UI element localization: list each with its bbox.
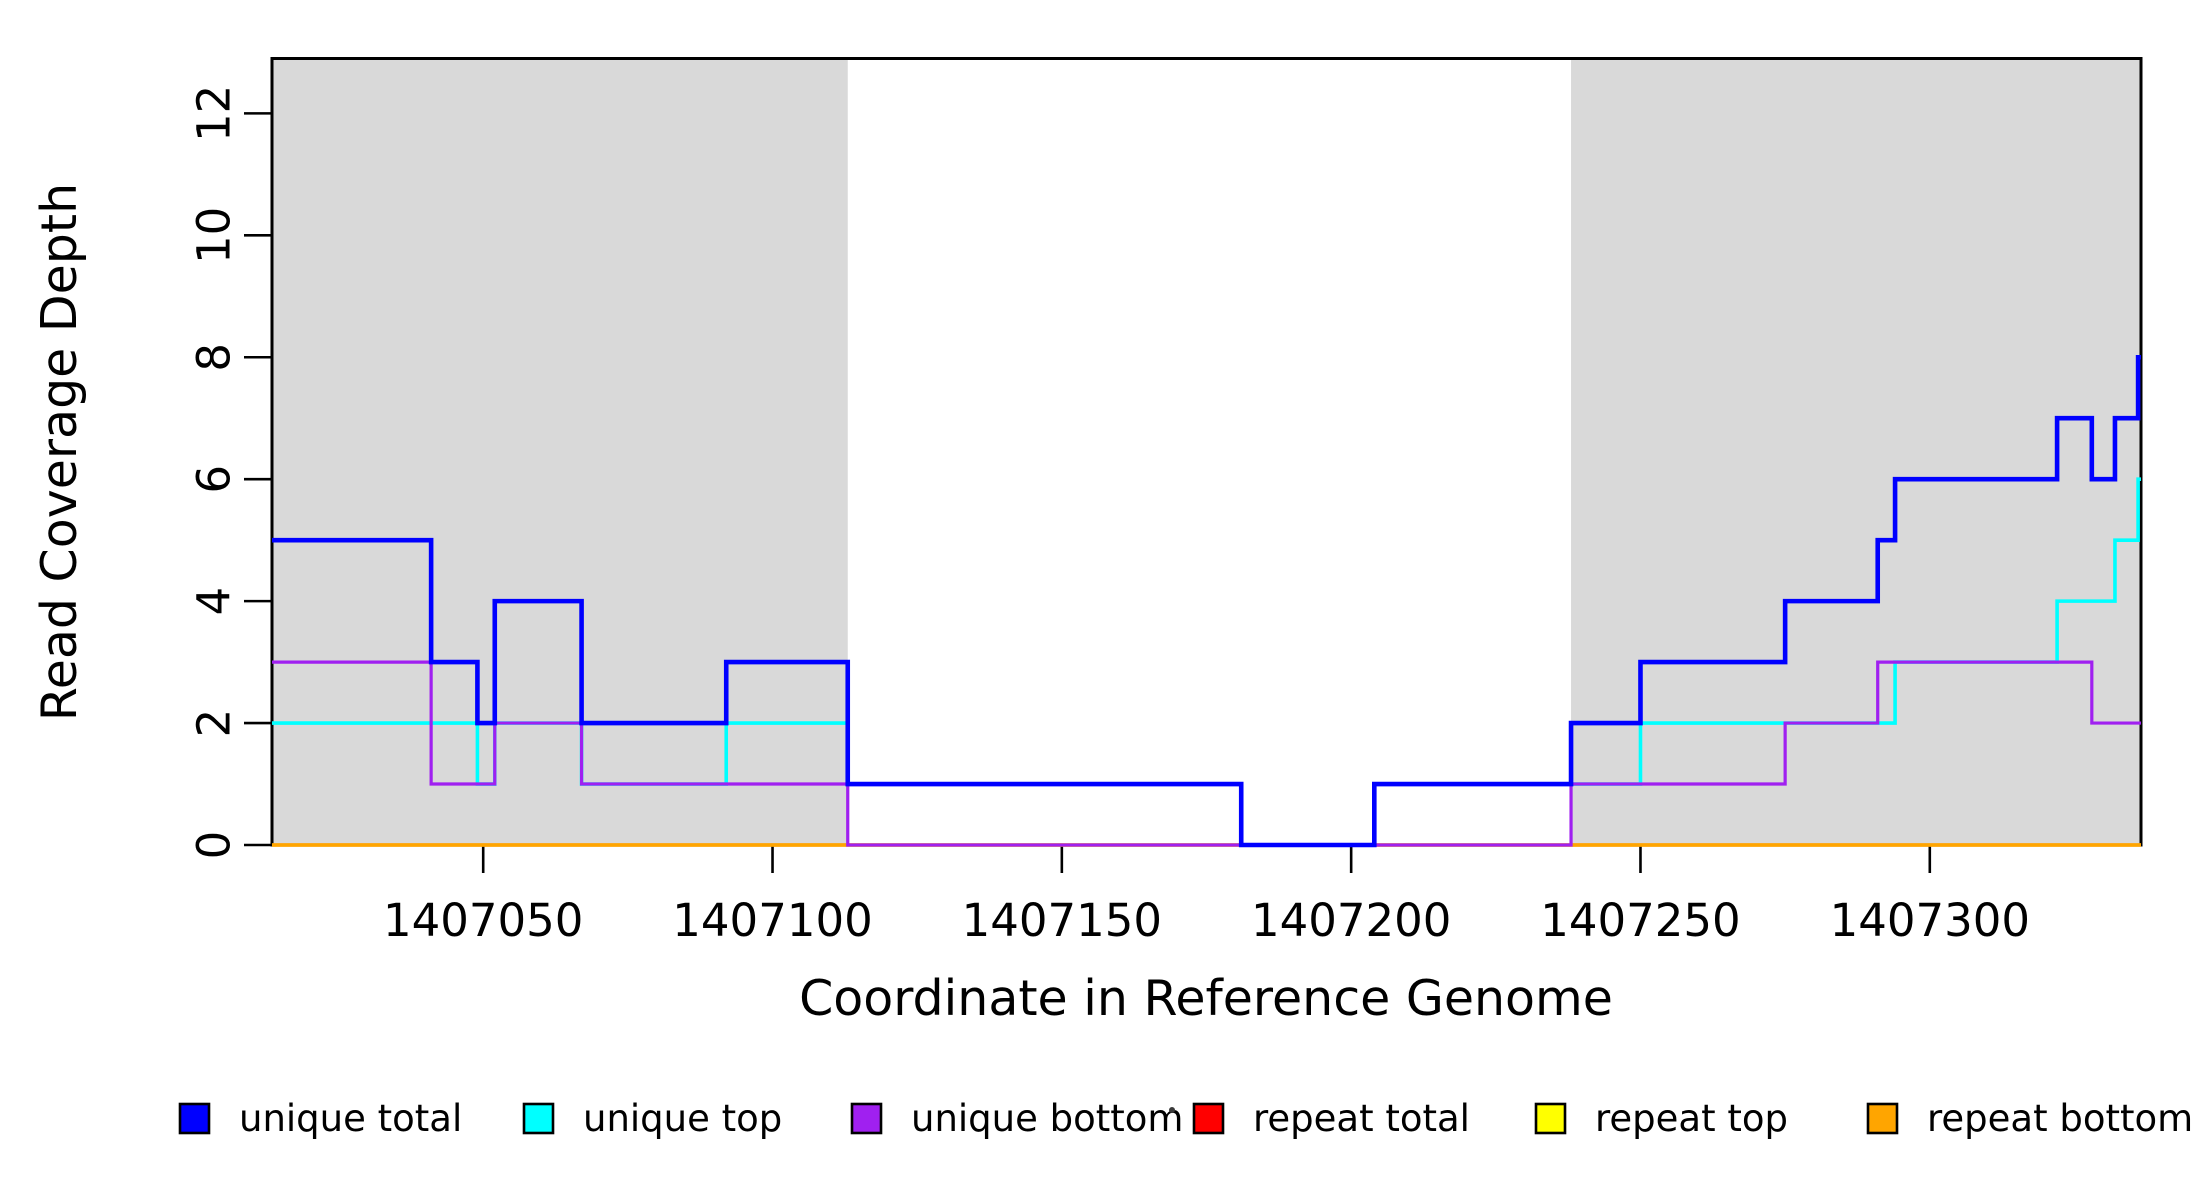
x-tick-label: 1407200 xyxy=(1251,894,1451,947)
legend-label-repeat-bottom: repeat bottom xyxy=(1927,1097,2193,1140)
y-axis-title: Read Coverage Depth xyxy=(31,183,88,721)
legend-swatch-unique-top xyxy=(522,1102,555,1135)
repeat-region-shading xyxy=(1571,58,2141,845)
repeat-region-shading xyxy=(272,58,848,845)
y-tick-label: 0 xyxy=(188,831,241,860)
legend-label-unique-top: unique top xyxy=(583,1097,782,1140)
x-axis-title: Coordinate in Reference Genome xyxy=(799,970,1613,1027)
y-tick-label: 10 xyxy=(188,207,241,264)
x-tick-label: 1407100 xyxy=(672,894,872,947)
x-tick-label: 1407300 xyxy=(1830,894,2030,947)
legend-label-repeat-total: repeat total xyxy=(1253,1097,1470,1140)
legend-label-unique-bottom: unique bottom xyxy=(911,1097,1183,1140)
y-tick-label: 6 xyxy=(188,465,241,494)
stray-dot-mark xyxy=(1169,1107,1175,1113)
axes: 1407050 1407100 1407150 1407200 1407250 14073… xyxy=(188,57,2143,947)
x-tick-label: 1407050 xyxy=(383,894,583,947)
y-tick-label: 12 xyxy=(188,85,241,142)
y-tick-label: 2 xyxy=(188,709,241,738)
legend-swatch-repeat-top xyxy=(1534,1102,1567,1135)
legend: unique total unique top unique bottom repea… xyxy=(178,1097,2193,1140)
legend-swatch-unique-total xyxy=(178,1102,211,1135)
legend-label-unique-total: unique total xyxy=(239,1097,462,1140)
legend-swatch-unique-bottom xyxy=(850,1102,883,1135)
legend-swatch-repeat-bottom xyxy=(1866,1102,1899,1135)
series-unique-total xyxy=(272,354,2141,848)
y-tick-label: 4 xyxy=(188,587,241,616)
x-tick-label: 1407250 xyxy=(1540,894,1740,947)
legend-swatch-repeat-total xyxy=(1192,1102,1225,1135)
legend-label-repeat-top: repeat top xyxy=(1595,1097,1788,1140)
series-unique-bottom xyxy=(272,660,2141,847)
y-tick-label: 8 xyxy=(188,343,241,372)
coverage-step-lines xyxy=(272,354,2141,848)
shaded-repeat-regions xyxy=(272,58,2141,845)
x-tick-label: 1407150 xyxy=(962,894,1162,947)
